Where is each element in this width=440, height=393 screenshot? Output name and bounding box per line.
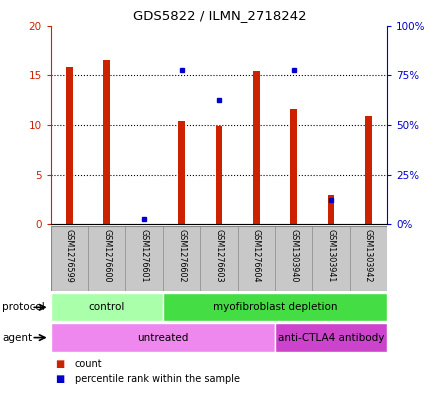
Text: GDS5822 / ILMN_2718242: GDS5822 / ILMN_2718242: [133, 9, 307, 22]
Text: GSM1303940: GSM1303940: [289, 229, 298, 282]
Text: myofibroblast depletion: myofibroblast depletion: [213, 302, 337, 312]
Bar: [290, 109, 297, 224]
Text: control: control: [88, 302, 125, 312]
Bar: [328, 195, 334, 224]
Bar: [51, 323, 275, 352]
Text: protocol: protocol: [2, 302, 45, 312]
Text: GSM1276604: GSM1276604: [252, 229, 261, 282]
Bar: [163, 293, 387, 321]
Bar: [365, 116, 372, 224]
Text: count: count: [75, 358, 103, 369]
Text: GSM1303942: GSM1303942: [364, 229, 373, 282]
Bar: [253, 71, 260, 224]
Text: agent: agent: [2, 332, 32, 343]
Text: GSM1276602: GSM1276602: [177, 229, 186, 282]
Text: anti-CTLA4 antibody: anti-CTLA4 antibody: [278, 332, 384, 343]
Text: GSM1276603: GSM1276603: [214, 229, 224, 282]
Text: ■: ■: [55, 374, 64, 384]
Text: untreated: untreated: [137, 332, 188, 343]
Bar: [216, 126, 222, 224]
Bar: [66, 67, 73, 224]
Text: GSM1276601: GSM1276601: [139, 229, 149, 282]
Bar: [275, 323, 387, 352]
Bar: [51, 293, 163, 321]
Text: GSM1303941: GSM1303941: [326, 229, 336, 282]
Text: ■: ■: [55, 358, 64, 369]
Text: GSM1276600: GSM1276600: [102, 229, 111, 282]
Text: percentile rank within the sample: percentile rank within the sample: [75, 374, 240, 384]
Text: GSM1276599: GSM1276599: [65, 229, 74, 283]
Bar: [178, 121, 185, 224]
Bar: [103, 61, 110, 224]
